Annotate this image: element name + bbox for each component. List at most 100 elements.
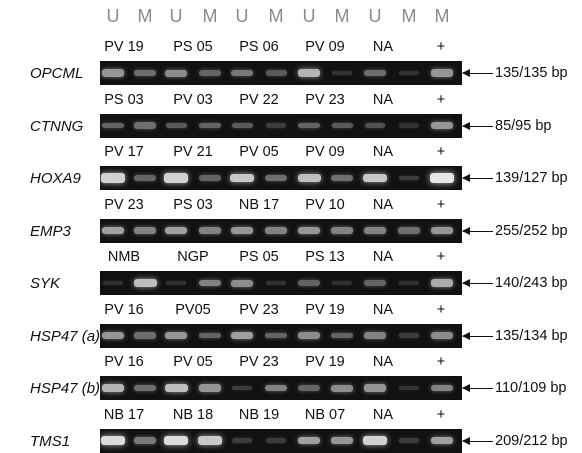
gel-band <box>199 175 221 181</box>
gel-strip <box>100 428 462 453</box>
sample-label: + <box>436 144 446 160</box>
size-arrow <box>462 384 493 392</box>
gel-band <box>364 227 386 234</box>
gel-band <box>331 227 353 234</box>
band-size-label: 140/243 bp <box>495 275 568 291</box>
gel-band <box>297 68 321 78</box>
sample-label: PV 23 <box>104 196 144 213</box>
gel-band <box>198 384 222 392</box>
gel-band <box>133 278 157 288</box>
gel-band <box>134 122 156 129</box>
sample-label: NA <box>372 196 394 213</box>
sample-label: PV 22 <box>239 91 279 108</box>
sample-label: + <box>436 39 446 55</box>
sample-label: PV05 <box>175 301 211 318</box>
gel-band <box>330 436 354 445</box>
gel-band <box>231 69 253 77</box>
gel-band <box>164 331 188 340</box>
gel-band <box>398 385 420 391</box>
band-size-label: 255/252 bp <box>495 222 568 239</box>
gel-band <box>231 438 253 443</box>
gel-band <box>134 175 156 181</box>
sample-label: PV 05 <box>239 144 279 160</box>
gel-band <box>298 385 320 391</box>
sample-label: PV 23 <box>239 354 279 370</box>
gel-band <box>101 69 125 77</box>
gel-band <box>430 436 454 445</box>
gel-band <box>164 226 188 235</box>
gel-band <box>265 174 287 182</box>
sample-label: + <box>436 406 446 423</box>
gel-band <box>165 69 187 77</box>
gel-band <box>199 70 221 76</box>
sample-label: NA <box>372 91 394 108</box>
gel-band <box>199 122 221 129</box>
lane-header-u: U <box>169 6 183 26</box>
gene-label: HOXA9 <box>30 170 81 187</box>
lane-header-u: U <box>368 6 382 26</box>
size-arrow <box>462 121 493 130</box>
gel-band <box>430 173 454 183</box>
gel-strip <box>100 166 462 190</box>
sample-label: PV 16 <box>104 354 144 370</box>
gel-band <box>265 332 287 339</box>
gel-band <box>331 332 353 339</box>
gene-label: OPCML <box>30 65 84 82</box>
gene-label: EMP3 <box>30 222 71 240</box>
gel-band <box>297 436 321 445</box>
gel-band <box>265 70 287 76</box>
gel-band <box>363 384 387 392</box>
lane-header-u: U <box>235 6 249 26</box>
sample-label: PV 05 <box>173 354 213 370</box>
gel-strip <box>100 61 462 85</box>
band-size-label: 135/134 bp <box>495 327 568 344</box>
gel-band <box>398 280 420 286</box>
gel-band <box>164 173 188 183</box>
sample-label: + <box>436 91 446 108</box>
gel-band <box>431 384 453 392</box>
gel-band <box>164 435 188 446</box>
sample-label: NB 19 <box>238 406 280 423</box>
gel-band <box>331 174 353 182</box>
gel-band <box>331 122 353 129</box>
sample-label: NA <box>372 144 394 160</box>
sample-label: NMB <box>107 249 141 265</box>
gel-band <box>398 70 420 76</box>
sample-label: PV 17 <box>104 144 144 160</box>
gel-band <box>134 69 156 77</box>
gel-band <box>134 437 156 444</box>
sample-label: PS 06 <box>239 39 279 55</box>
gel-band <box>431 332 453 339</box>
band-size-label: 110/109 bp <box>495 380 567 396</box>
sample-label: NA <box>372 406 394 423</box>
gel-band <box>265 438 287 443</box>
gel-band <box>198 436 222 445</box>
gel-band <box>230 226 254 235</box>
gel-band <box>398 175 420 181</box>
lane-header-m: M <box>334 6 350 26</box>
gel-strip <box>100 376 462 400</box>
gel-band <box>199 332 221 339</box>
sample-label: + <box>436 354 446 370</box>
gel-band <box>364 122 386 129</box>
sample-label: NB 17 <box>103 406 145 423</box>
sample-label: NB 17 <box>238 196 280 213</box>
size-arrow <box>462 174 493 182</box>
gel-band <box>430 279 454 287</box>
sample-label: NB 07 <box>304 406 346 423</box>
lane-header-m: M <box>268 6 284 26</box>
gel-band <box>134 227 156 234</box>
sample-label: PV 10 <box>305 196 345 213</box>
sample-label: NA <box>372 301 394 318</box>
gel-band <box>231 122 253 129</box>
lane-header-m: M <box>202 6 218 26</box>
band-size-label: 135/135 bp <box>495 65 568 81</box>
gene-label: SYK <box>30 275 61 292</box>
lane-header-u: U <box>302 6 316 26</box>
gel-band <box>101 383 125 393</box>
sample-label: PV 19 <box>305 354 345 370</box>
gel-band <box>102 122 124 129</box>
gel-band <box>102 280 124 286</box>
band-size-label: 85/95 bp <box>495 117 552 134</box>
gel-band <box>265 227 287 234</box>
